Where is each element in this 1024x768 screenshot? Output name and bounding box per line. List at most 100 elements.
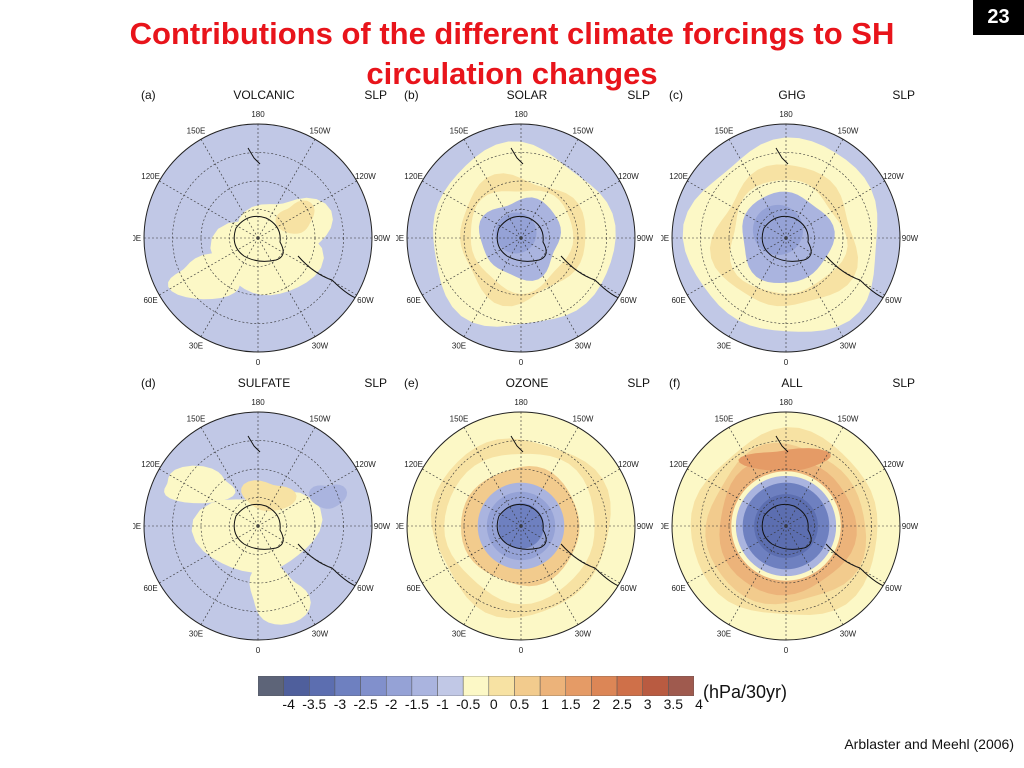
meridian-line: [463, 525, 522, 625]
meridian-line: [257, 468, 357, 527]
longitude-label: 90W: [902, 234, 919, 243]
longitude-label: 120E: [669, 172, 688, 181]
graticule: [144, 412, 372, 640]
longitude-label: 60E: [671, 584, 685, 593]
meridian-line: [520, 468, 620, 527]
field-patch: [164, 465, 236, 504]
field-patch: [275, 200, 315, 234]
longitude-label: 60W: [357, 584, 374, 593]
longitude-label: 30E: [452, 341, 466, 350]
longitude-label: 180: [514, 110, 528, 119]
longitude-label: 150E: [187, 127, 206, 136]
meridian-line: [520, 139, 579, 239]
longitude-label: 0: [784, 646, 789, 655]
longitude-label: 30W: [575, 629, 592, 638]
longitude-label: 60W: [620, 584, 637, 593]
longitude-label: 120E: [404, 460, 423, 469]
longitude-label: 180: [779, 110, 793, 119]
meridian-line: [728, 427, 787, 527]
colorbar-swatch: [462, 676, 490, 696]
meridian-line: [785, 180, 885, 239]
longitude-label: 150E: [450, 127, 469, 136]
longitude-label: 60E: [143, 296, 157, 305]
graticule: [407, 412, 635, 640]
longitude-label: 60W: [885, 296, 902, 305]
longitude-label: 150W: [310, 415, 331, 424]
meridian-line: [159, 468, 259, 527]
meridian-line: [728, 525, 787, 625]
longitude-label: 60E: [406, 296, 420, 305]
map-boundary: [406, 411, 636, 641]
longitude-label: 150W: [573, 127, 594, 136]
longitude-label: 0: [784, 358, 789, 367]
meridian-line: [422, 468, 522, 527]
field-patch: [191, 491, 323, 573]
polar-map: 180 150W 120W 90W 60W 30W 0 30E 60E 90E 120E 150E: [396, 398, 654, 655]
longitude-label: 90W: [902, 522, 919, 531]
panel-variable: SLP: [627, 376, 650, 390]
polar-map: 180 150W 120W 90W 60W 30W 0 30E 60E 90E 120E 150E: [661, 398, 919, 655]
antarctica-coastline: [761, 215, 812, 262]
field-patch: [738, 448, 831, 472]
map-panel-solar: 180 150W 120W 90W 60W 30W 0 30E 60E 90E 120E 150E (…: [396, 88, 658, 378]
panel-variable: SLP: [364, 88, 387, 102]
longitude-label: 30E: [717, 341, 731, 350]
meridian-line: [257, 139, 316, 239]
antarctica-coastline: [233, 215, 284, 262]
meridian-line: [422, 237, 522, 296]
longitude-label: 30W: [312, 629, 329, 638]
meridian-line: [687, 468, 787, 527]
meridian-line: [728, 139, 787, 239]
meridian-line: [257, 427, 316, 527]
meridian-line: [687, 525, 787, 584]
longitude-label: 120E: [669, 460, 688, 469]
meridian-line: [159, 180, 259, 239]
meridian-line: [785, 525, 844, 625]
colorbar-swatch: [514, 676, 541, 696]
meridian-line: [257, 525, 357, 584]
longitude-label: 30W: [840, 629, 857, 638]
colorbar-tick-label: -0.5: [456, 696, 481, 712]
panel-name: GHG: [778, 88, 806, 102]
longitude-label: 90W: [637, 234, 654, 243]
meridian-line: [520, 525, 620, 584]
field-patch: [752, 204, 804, 256]
longitude-label: 0: [519, 646, 524, 655]
map-panel-sulfate: 180 150W 120W 90W 60W 30W 0 30E 60E 90E 120E 150E (…: [133, 376, 395, 666]
longitude-label: 0: [256, 646, 261, 655]
meridian-line: [200, 237, 259, 337]
colorbar-swatch: [488, 676, 515, 696]
panel-name: SULFATE: [237, 376, 291, 390]
colorbar-tick-label: -3: [333, 696, 347, 712]
longitude-label: 120E: [404, 172, 423, 181]
colorbar-ticks: -4 -3.5 -3 -2.5 -2 -1.5 -1 -0.5 0 0.5 1 1.5 2 2.5 3 3.5…: [258, 696, 702, 714]
colorbar-tick-label: -2: [385, 696, 398, 712]
longitude-label: 90W: [374, 234, 391, 243]
colorbar-swatch: [258, 676, 284, 696]
meridian-line: [785, 139, 844, 239]
panel-variable: SLP: [892, 376, 915, 390]
longitude-label: 180: [251, 398, 265, 407]
colorbar-tick-label: -1.5: [404, 696, 429, 712]
slide-title: Contributions of the different climate f…: [129, 16, 895, 91]
longitude-label: 90E: [661, 522, 669, 531]
longitude-label: 120W: [355, 172, 376, 181]
meridian-line: [463, 427, 522, 527]
longitude-label: 60E: [406, 584, 420, 593]
longitude-label: 150W: [838, 415, 859, 424]
longitude-label: 90E: [396, 522, 404, 531]
colorbar-tick-label: 0.5: [509, 696, 530, 712]
meridian-line: [687, 180, 787, 239]
map-panel-all: 180 150W 120W 90W 60W 30W 0 30E 60E 90E 120E 150E (…: [661, 376, 923, 666]
longitude-label: 30E: [189, 341, 203, 350]
map-boundary: [143, 123, 373, 353]
graticule: [672, 412, 900, 640]
field-patch: [241, 480, 297, 512]
meridian-line: [785, 525, 885, 584]
longitude-label: 90E: [133, 522, 141, 531]
longitude-label: 150E: [450, 415, 469, 424]
south-america-coastline: [560, 255, 626, 301]
field-patch: [168, 253, 241, 300]
panel-name: SOLAR: [506, 88, 548, 102]
meridian-line: [200, 139, 259, 239]
